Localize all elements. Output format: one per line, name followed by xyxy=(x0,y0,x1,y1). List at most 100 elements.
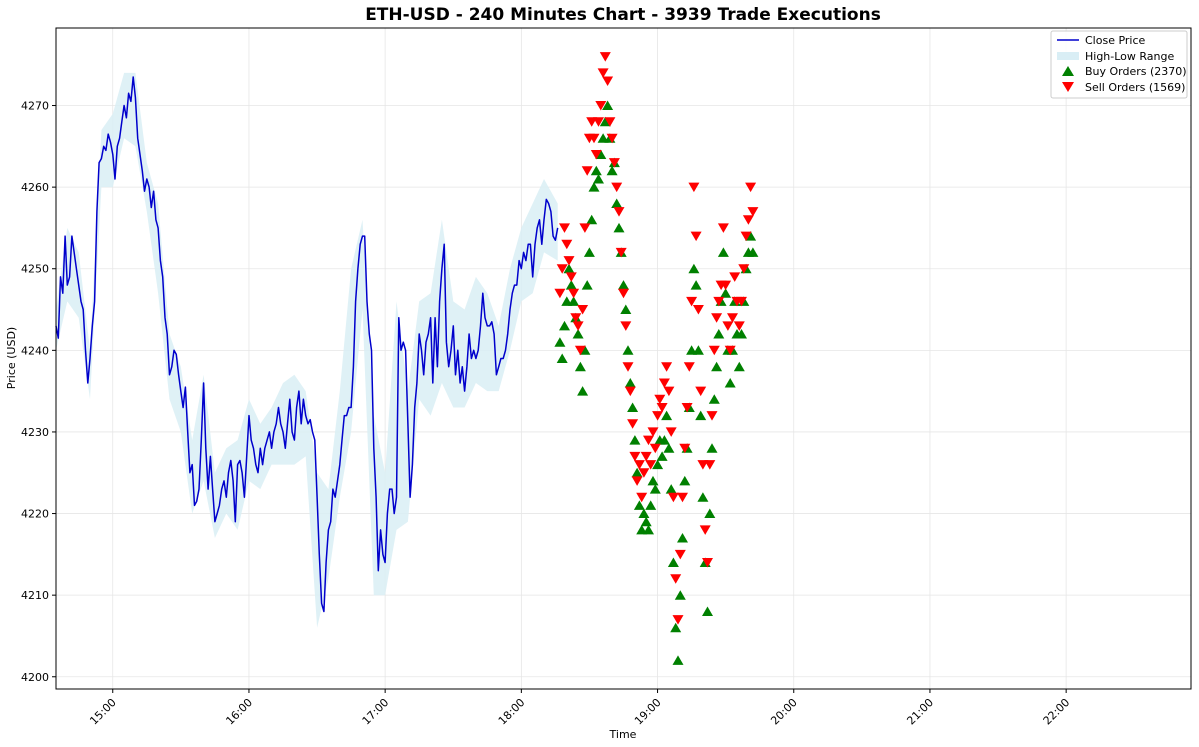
sell-order-marker xyxy=(581,166,593,176)
sell-order-marker xyxy=(688,182,700,193)
buy-order-marker xyxy=(606,165,618,176)
legend: Close Price High-Low Range Buy Orders (2… xyxy=(1050,30,1188,99)
sell-order-marker xyxy=(588,133,600,144)
sell-order-marker xyxy=(717,223,729,233)
y-tick-label: 4250 xyxy=(21,263,49,276)
sell-order-marker xyxy=(649,443,661,454)
y-tick-label: 4230 xyxy=(21,426,49,439)
sell-order-marker xyxy=(604,117,616,127)
sell-order-marker xyxy=(574,345,586,356)
sell-order-marker xyxy=(677,492,688,503)
buy-order-marker xyxy=(670,622,682,633)
sell-order-marker xyxy=(674,549,686,560)
buy-order-marker xyxy=(647,475,659,486)
y-tick-label: 4220 xyxy=(21,508,49,521)
buy-order-marker xyxy=(695,410,707,421)
sell-order-marker xyxy=(665,427,677,437)
sell-order-marker xyxy=(633,460,645,470)
buy-order-marker xyxy=(672,655,684,665)
sell-order-marker xyxy=(638,468,650,478)
sell-order-marker xyxy=(704,460,716,470)
buy-order-marker xyxy=(631,467,643,478)
buy-order-marker xyxy=(720,288,732,298)
sell-order-marker xyxy=(736,296,747,307)
sell-order-marker xyxy=(708,345,720,356)
sell-order-marker xyxy=(615,247,627,258)
sell-order-marker xyxy=(556,264,568,274)
buy-order-marker xyxy=(563,263,575,274)
buy-order-marker xyxy=(663,443,675,453)
buy-order-marker xyxy=(702,606,713,616)
sell-order-marker xyxy=(667,492,679,503)
sell-order-marker xyxy=(602,76,614,86)
sell-order-marker xyxy=(747,207,759,217)
buy-order-marker xyxy=(638,508,650,518)
sell-order-marker xyxy=(745,182,757,193)
sell-order-marker xyxy=(606,133,618,144)
buy-order-marker xyxy=(622,345,634,355)
sell-order-marker xyxy=(711,313,723,323)
buy-order-marker xyxy=(679,475,691,486)
buy-order-marker xyxy=(674,590,686,600)
buy-order-marker xyxy=(711,361,723,372)
sell-order-marker xyxy=(608,158,620,168)
sell-order-marker xyxy=(652,411,664,421)
buy-order-marker xyxy=(577,386,589,396)
y-axis-label: Price (USD) xyxy=(5,327,18,389)
close-price-line xyxy=(55,76,559,613)
buy-order-marker xyxy=(747,247,759,257)
sell-order-marker xyxy=(620,321,632,331)
legend-buy-marker xyxy=(1062,66,1074,76)
buy-order-marker xyxy=(704,508,716,518)
sell-order-marker xyxy=(611,182,623,193)
sell-order-marker xyxy=(654,394,666,405)
chart-title: ETH-USD - 240 Minutes Chart - 3939 Trade… xyxy=(365,5,881,25)
sell-order-marker xyxy=(613,207,625,217)
sell-order-marker xyxy=(561,239,573,250)
sell-order-marker xyxy=(670,574,682,584)
sell-order-marker xyxy=(647,427,659,437)
buy-order-marker xyxy=(706,443,718,453)
buy-order-marker xyxy=(588,182,600,192)
sell-order-marker xyxy=(577,305,589,315)
buy-order-marker xyxy=(667,557,679,567)
sell-order-marker xyxy=(661,362,673,372)
sell-order-marker xyxy=(679,443,691,454)
buy-order-marker xyxy=(640,516,652,527)
buy-order-marker xyxy=(665,484,677,494)
buy-order-marker xyxy=(643,524,654,535)
legend-box xyxy=(1050,30,1188,99)
sell-order-marker xyxy=(740,231,752,242)
buy-order-marker xyxy=(590,165,602,176)
legend-high-low-swatch xyxy=(1057,52,1079,60)
buy-order-marker xyxy=(688,263,700,274)
sell-order-marker xyxy=(729,272,741,282)
sell-order-marker xyxy=(622,362,634,372)
sell-order-marker xyxy=(599,52,611,62)
buy-order-marker xyxy=(581,280,593,290)
sell-order-marker xyxy=(672,615,684,625)
sell-order-marker xyxy=(720,280,732,291)
buy-order-marker xyxy=(568,296,580,306)
buy-order-marker xyxy=(656,451,668,461)
sell-order-marker xyxy=(702,558,713,568)
buy-order-marker xyxy=(690,280,702,290)
sell-order-marker xyxy=(565,272,577,282)
close-price-series xyxy=(55,76,559,613)
buy-order-marker xyxy=(579,345,591,355)
sell-order-marker xyxy=(643,435,654,446)
sell-order-marker xyxy=(590,150,602,160)
buy-order-marker xyxy=(645,500,657,510)
buy-order-marker xyxy=(649,484,661,494)
buy-order-marker xyxy=(618,280,629,290)
y-axis: 4200 4210 4220 4230 4240 4250 4260 4270 xyxy=(21,100,56,684)
sell-order-marker xyxy=(695,386,707,397)
buy-order-marker xyxy=(724,378,736,388)
sell-order-marker xyxy=(629,451,641,462)
buy-order-marker xyxy=(658,435,670,445)
sell-order-marker xyxy=(683,362,695,372)
buy-order-marker xyxy=(565,280,577,290)
buy-order-marker xyxy=(697,492,709,502)
